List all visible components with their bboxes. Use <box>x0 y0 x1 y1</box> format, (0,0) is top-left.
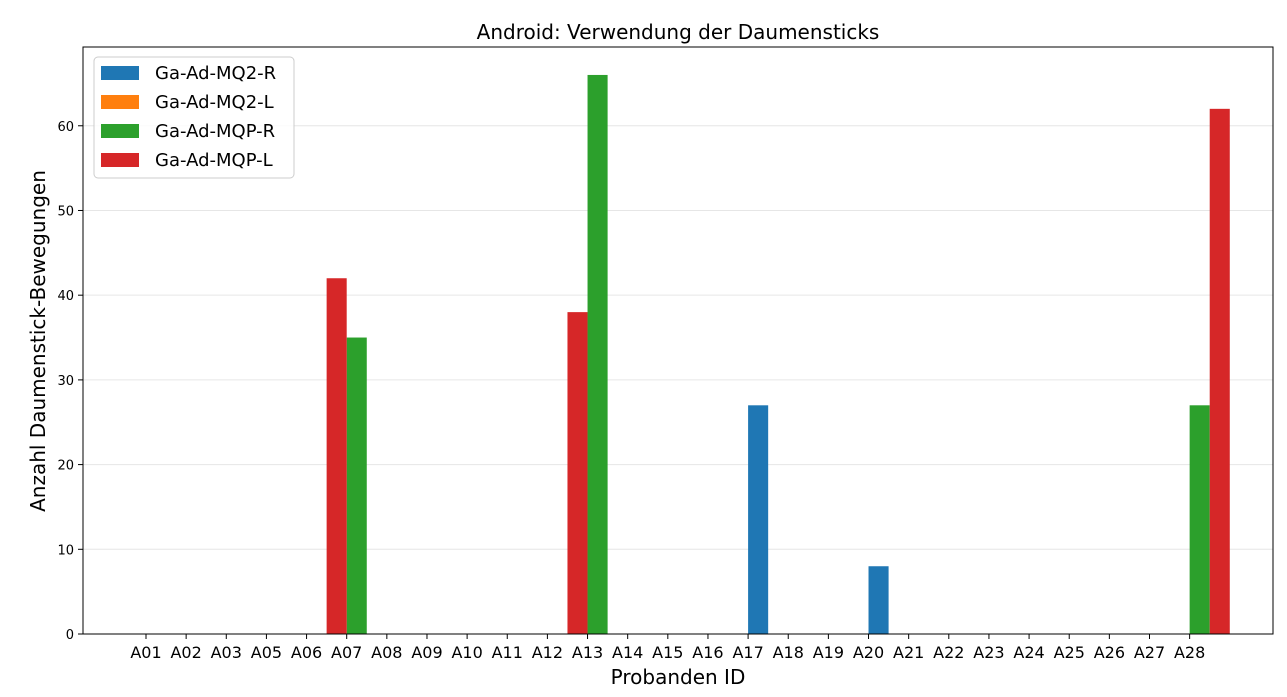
bar <box>1209 108 1230 635</box>
y-axis-label: Anzahl Daumenstick-Bewegungen <box>26 170 50 512</box>
y-tick-label: 20 <box>57 459 74 474</box>
legend-label: Ga-Ad-MQ2-R <box>155 63 276 84</box>
y-axis: 0 10 20 30 40 50 60 <box>57 120 83 643</box>
x-tick-label: A20 <box>853 643 884 662</box>
x-tick-label: A22 <box>933 643 964 662</box>
x-tick-label: A18 <box>773 643 804 662</box>
y-tick-label: 60 <box>57 120 74 135</box>
bar <box>868 566 889 634</box>
x-tick-label: A09 <box>411 643 442 662</box>
legend-box <box>93 56 295 179</box>
x-tick-label: A12 <box>532 643 563 662</box>
bar <box>346 337 367 634</box>
x-tick-label: A13 <box>572 643 603 662</box>
x-tick-label: A10 <box>451 643 482 662</box>
x-tick-label: A02 <box>170 643 201 662</box>
x-tick-label: A25 <box>1054 643 1085 662</box>
legend-swatch <box>101 66 139 80</box>
bars <box>326 74 1230 635</box>
x-axis-label: Probanden ID <box>611 665 746 689</box>
x-tick-label: A26 <box>1094 643 1125 662</box>
x-tick-label: A03 <box>211 643 242 662</box>
x-tick-label: A15 <box>652 643 683 662</box>
x-tick-label: A01 <box>130 643 161 662</box>
y-tick-label: 40 <box>57 289 74 304</box>
x-tick-label: A17 <box>732 643 763 662</box>
x-tick-label: A23 <box>973 643 1004 662</box>
bar <box>587 74 608 634</box>
x-tick-label: A11 <box>492 643 523 662</box>
chart-title: Android: Verwendung der Daumensticks <box>477 20 880 44</box>
x-tick-label: A21 <box>893 643 924 662</box>
x-tick-label: A19 <box>813 643 844 662</box>
gridlines <box>83 125 1273 550</box>
x-tick-label: A05 <box>251 643 282 662</box>
x-tick-label: A28 <box>1174 643 1205 662</box>
bar <box>326 278 347 634</box>
legend-label: Ga-Ad-MQ2-L <box>155 92 274 113</box>
y-tick-label: 50 <box>57 204 74 219</box>
bar <box>567 312 588 634</box>
bar <box>1189 405 1210 634</box>
x-tick-label: A14 <box>612 643 643 662</box>
y-tick-label: 0 <box>66 628 74 643</box>
x-tick-label: A06 <box>291 643 322 662</box>
y-tick-label: 10 <box>57 543 74 558</box>
x-tick-label: A16 <box>692 643 723 662</box>
x-tick-label: A07 <box>331 643 362 662</box>
plot-frame <box>82 46 1274 635</box>
legend: Ga-Ad-MQ2-R Ga-Ad-MQ2-L Ga-Ad-MQP-R Ga-Ad-M… <box>93 56 295 179</box>
y-tick-label: 30 <box>57 374 74 389</box>
legend-swatch <box>101 95 139 109</box>
x-axis: A01 A02 A03 A05 A06 A07 A08 A09 A10 A11 A12 A13 A14 A… <box>130 634 1205 662</box>
x-tick-label: A27 <box>1134 643 1165 662</box>
legend-label: Ga-Ad-MQP-R <box>155 121 275 142</box>
legend-swatch <box>101 153 139 167</box>
legend-swatch <box>101 124 139 138</box>
bar <box>748 405 769 634</box>
x-tick-label: A08 <box>371 643 402 662</box>
legend-label: Ga-Ad-MQP-L <box>155 150 273 171</box>
x-tick-label: A24 <box>1013 643 1044 662</box>
